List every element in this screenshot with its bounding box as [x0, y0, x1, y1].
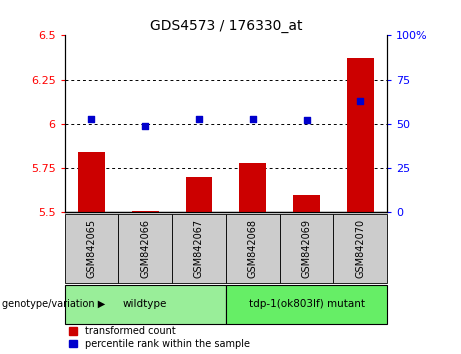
Point	[142, 123, 149, 129]
Title: GDS4573 / 176330_at: GDS4573 / 176330_at	[150, 19, 302, 33]
Bar	[239, 163, 266, 212]
Text: genotype/variation ▶: genotype/variation ▶	[2, 299, 106, 309]
Bar	[333, 214, 387, 283]
Bar	[118, 214, 172, 283]
Bar	[226, 285, 387, 324]
Point	[88, 116, 95, 121]
Bar	[185, 177, 213, 212]
Bar	[347, 58, 374, 212]
Point	[357, 98, 364, 104]
Text: GSM842067: GSM842067	[194, 219, 204, 278]
Bar	[172, 214, 226, 283]
Text: wildtype: wildtype	[123, 299, 167, 309]
Legend: transformed count, percentile rank within the sample: transformed count, percentile rank withi…	[70, 326, 250, 349]
Bar	[78, 152, 105, 212]
Point	[195, 116, 203, 121]
Text: GSM842068: GSM842068	[248, 219, 258, 278]
Bar	[280, 214, 333, 283]
Text: GSM842069: GSM842069	[301, 219, 312, 278]
Text: GSM842066: GSM842066	[140, 219, 150, 278]
Point	[303, 118, 310, 123]
Bar	[65, 285, 226, 324]
Text: GSM842070: GSM842070	[355, 219, 366, 278]
Text: tdp-1(ok803lf) mutant: tdp-1(ok803lf) mutant	[248, 299, 365, 309]
Point	[249, 116, 256, 121]
Bar	[132, 211, 159, 212]
Bar	[226, 214, 280, 283]
Bar	[65, 214, 118, 283]
Bar	[293, 195, 320, 212]
Text: GSM842065: GSM842065	[86, 219, 96, 278]
